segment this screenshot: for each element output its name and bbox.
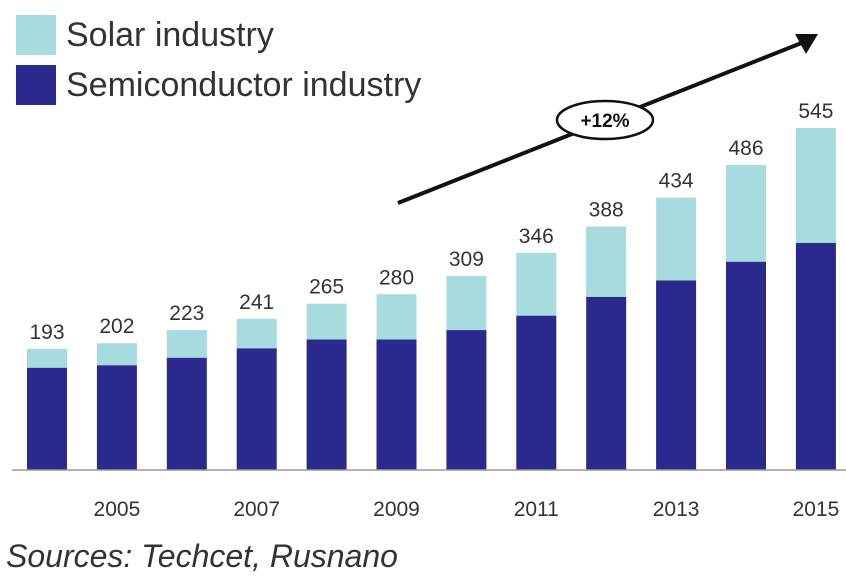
bar-semiconductor-2013 [656, 280, 697, 470]
source-caption: Sources: Techcet, Rusnano [6, 538, 398, 574]
bar-semiconductor-2004 [27, 367, 67, 470]
value-labels-group: 193 202 223 241 265 280 309 346 388 434 486 545 [29, 100, 833, 344]
x-tick-label-2005: 2005 [94, 498, 141, 521]
bar-semiconductor-2007 [236, 348, 277, 470]
legend-swatch-semiconductor [16, 65, 56, 105]
total-label-2014: 486 [728, 137, 763, 160]
bar-solar-2004 [27, 348, 67, 368]
x-tick-label-2011: 2011 [514, 498, 559, 521]
legend-swatch-solar [16, 15, 56, 55]
total-label-2005: 202 [99, 315, 134, 338]
bar-semiconductor-2009 [376, 339, 417, 470]
growth-label: +12% [580, 111, 629, 132]
bar-solar-2006 [166, 330, 207, 358]
total-label-2013: 434 [659, 170, 694, 193]
bar-semiconductor-2010 [446, 330, 487, 470]
bar-semiconductor-2014 [726, 261, 766, 470]
bar-solar-2009 [376, 294, 417, 340]
x-tick-labels-group: 2005 2007 2009 2011 2013 2015 [94, 498, 840, 521]
bar-semiconductor-2005 [96, 365, 137, 470]
legend-label-semiconductor: Semiconductor industry [66, 65, 422, 104]
total-label-2009: 280 [379, 266, 414, 289]
total-label-2015: 545 [798, 100, 833, 123]
bar-semiconductor-2012 [586, 296, 627, 470]
legend-label-solar: Solar industry [66, 15, 274, 54]
total-label-2010: 309 [449, 248, 484, 271]
bar-semiconductor-2011 [516, 315, 557, 470]
trend-arrowhead [795, 34, 818, 54]
total-label-2006: 223 [169, 302, 204, 325]
x-tick-label-2007: 2007 [233, 498, 280, 521]
trend-arrow-group: +12% [397, 34, 818, 205]
bar-semiconductor-2015 [795, 242, 836, 470]
bar-solar-2005 [96, 343, 137, 366]
x-tick-label-2015: 2015 [793, 498, 840, 521]
total-label-2004: 193 [29, 321, 64, 344]
bar-solar-2013 [656, 197, 697, 281]
legend-item-solar: Solar industry [16, 10, 421, 60]
total-label-2012: 388 [589, 199, 624, 222]
bars-group [27, 128, 836, 470]
total-label-2011: 346 [519, 225, 554, 248]
bar-solar-2010 [446, 276, 487, 331]
bar-solar-2007 [236, 318, 277, 349]
x-tick-label-2009: 2009 [373, 498, 420, 521]
total-label-2008: 265 [309, 276, 344, 299]
x-tick-label-2013: 2013 [653, 498, 700, 521]
bar-solar-2015 [795, 128, 836, 243]
chart-legend: Solar industry Semiconductor industry [16, 10, 421, 110]
bar-solar-2012 [586, 226, 627, 297]
total-label-2007: 241 [239, 291, 274, 314]
bar-solar-2011 [516, 252, 557, 316]
bar-solar-2014 [726, 165, 766, 262]
bar-semiconductor-2006 [166, 357, 207, 470]
bar-semiconductor-2008 [306, 339, 347, 470]
growth-badge [555, 99, 655, 141]
bar-solar-2008 [306, 303, 347, 340]
legend-item-semiconductor: Semiconductor industry [16, 60, 421, 110]
